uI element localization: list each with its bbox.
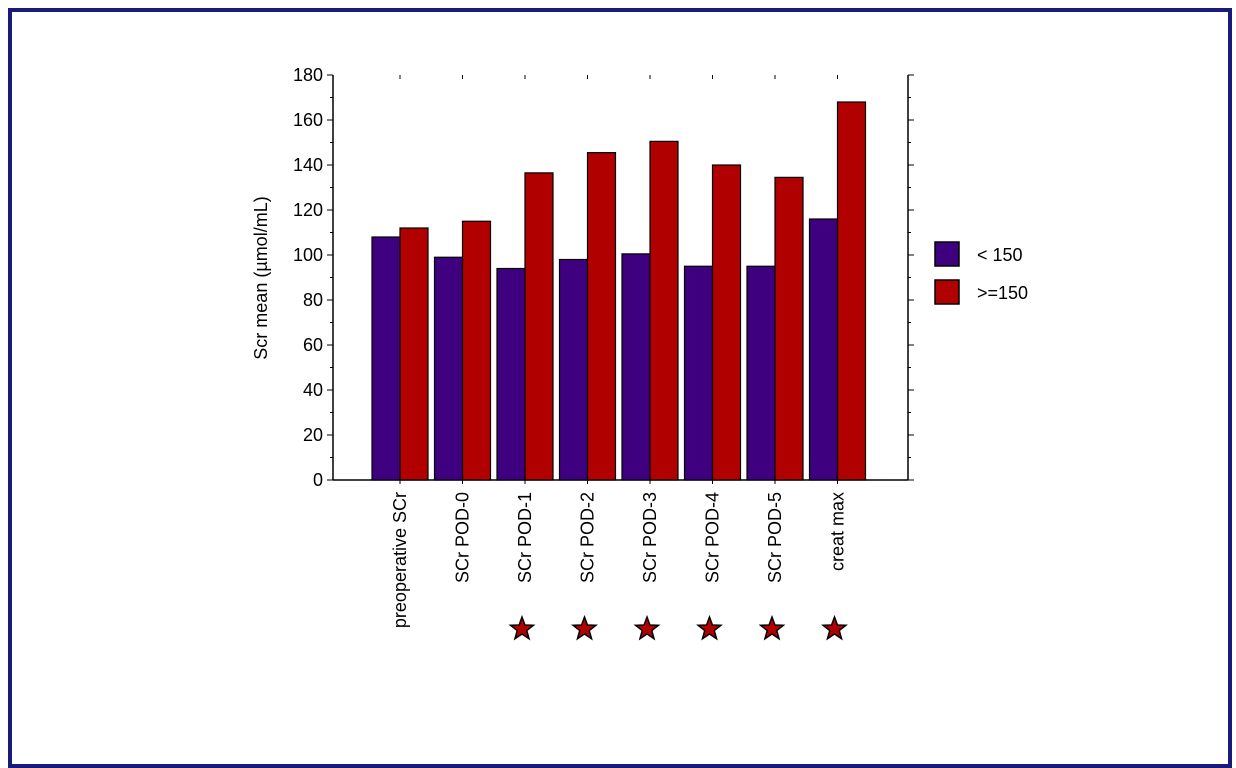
- star-icon: [758, 614, 786, 641]
- y-axis-label: Scr mean (µmol/mL): [251, 196, 271, 359]
- x-tick-label: preoperative SCr: [390, 492, 410, 628]
- y-tick-label: 120: [293, 200, 323, 220]
- bar-lt150: [433, 256, 464, 481]
- bar-lt150: [558, 258, 589, 481]
- x-tick-label: SCr POD-1: [515, 492, 535, 583]
- bar-ge150: [836, 101, 867, 481]
- bar-ge150: [711, 164, 742, 481]
- legend-label: < 150: [977, 245, 1023, 265]
- bar-ge150: [774, 176, 804, 481]
- y-tick-label: 20: [303, 425, 323, 445]
- bar-lt150: [621, 253, 651, 481]
- x-tick-label: SCr POD-5: [765, 492, 785, 583]
- figure-frame: [8, 8, 1232, 768]
- y-tick-label: 0: [313, 470, 323, 490]
- star-icon: [508, 614, 536, 641]
- bar-lt150: [746, 265, 776, 481]
- axes: 0 20 40 60 80 100 120 140 160 180: [293, 65, 914, 490]
- bars: [371, 101, 867, 481]
- x-tick-label: SCr POD-3: [640, 492, 660, 583]
- bar-chart: 0 20 40 60 80 100 120 140 160 180 preoperative SC…: [251, 65, 1028, 641]
- bar-lt150: [496, 267, 526, 481]
- y-tick-label: 100: [293, 245, 323, 265]
- x-tick-label: SCr POD-2: [578, 492, 598, 583]
- x-tick-label: creat max: [828, 492, 848, 571]
- y-tick-label: 60: [303, 335, 323, 355]
- bar-lt150: [808, 218, 839, 481]
- bar-lt150: [371, 236, 401, 481]
- significance-markers: [508, 614, 848, 641]
- star-icon: [821, 614, 848, 641]
- legend-swatch: [934, 241, 960, 267]
- y-tick-label: 80: [303, 290, 323, 310]
- legend-swatch: [934, 279, 960, 305]
- y-tick-label: 40: [303, 380, 323, 400]
- y-tick-label: 160: [293, 110, 323, 130]
- x-tick-label: SCr POD-4: [703, 492, 723, 583]
- star-icon: [696, 614, 723, 641]
- bar-lt150: [683, 265, 714, 481]
- x-tick-labels: preoperative SCr SCr POD-0 SCr POD-1 SCr PO…: [390, 492, 848, 628]
- bar-ge150: [461, 220, 492, 481]
- star-icon: [571, 614, 598, 641]
- y-tick-label: 140: [293, 155, 323, 175]
- bar-ge150: [649, 140, 679, 481]
- legend: < 150 >=150: [934, 241, 1028, 305]
- bar-ge150: [586, 152, 617, 481]
- y-tick-label: 180: [293, 65, 323, 85]
- bar-ge150: [399, 227, 429, 481]
- star-icon: [633, 614, 661, 641]
- legend-label: >=150: [977, 283, 1028, 303]
- x-tick-label: SCr POD-0: [453, 492, 473, 583]
- bar-ge150: [524, 172, 554, 481]
